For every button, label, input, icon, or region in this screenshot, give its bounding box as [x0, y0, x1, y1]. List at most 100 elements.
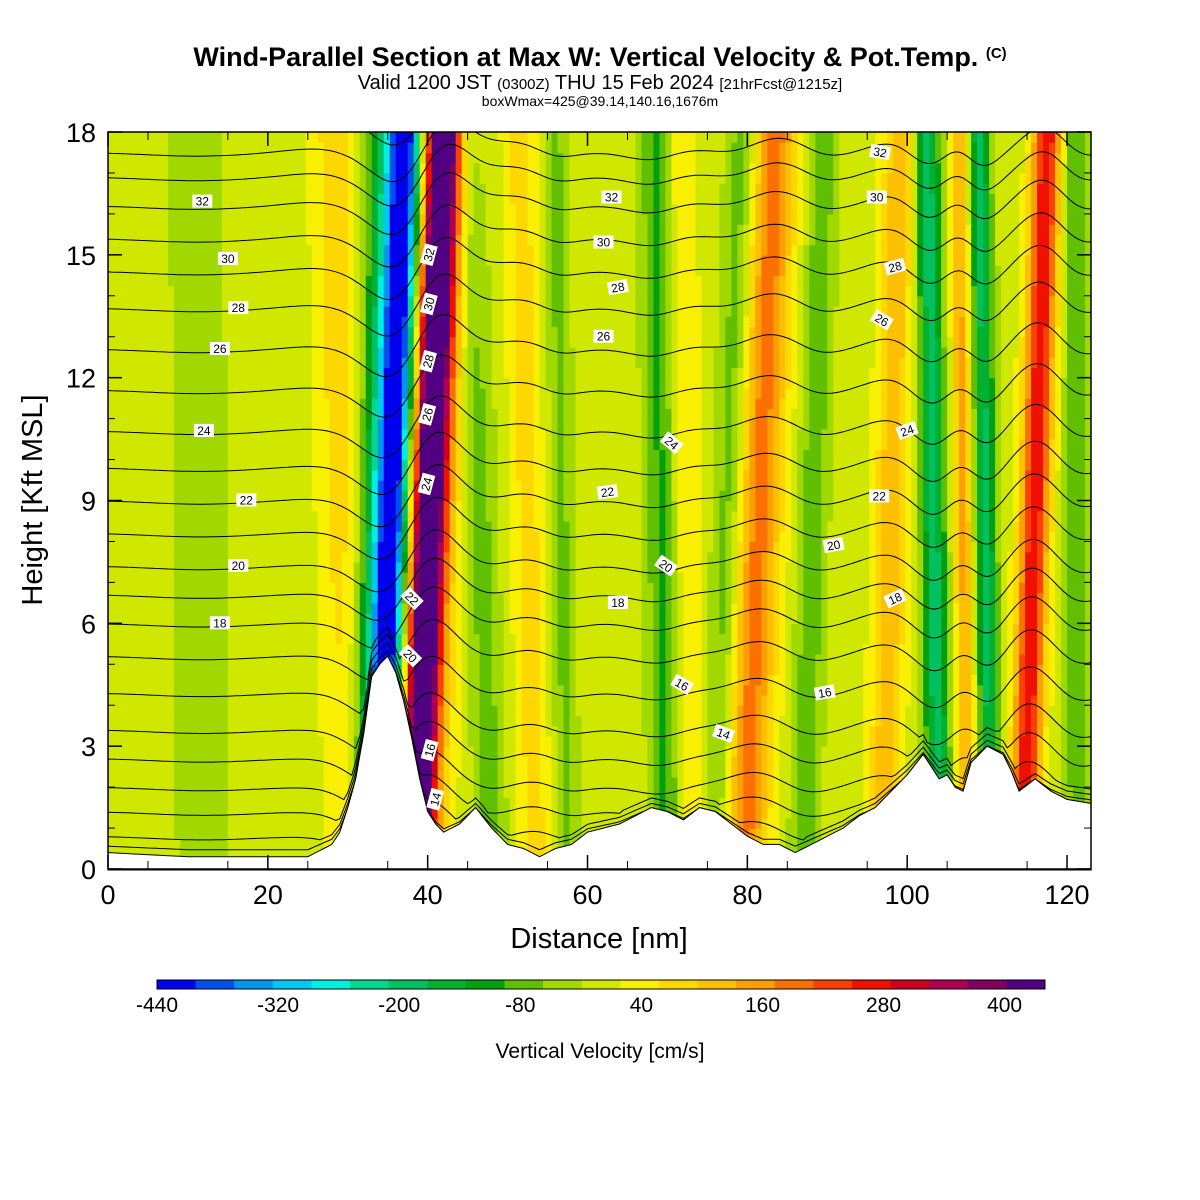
w-cell: [1049, 480, 1056, 491]
w-cell: [1043, 602, 1050, 614]
w-cell: [407, 295, 415, 307]
w-cell: [509, 602, 523, 614]
w-cell: [455, 572, 463, 583]
w-cell: [671, 377, 679, 389]
w-cell: [1037, 336, 1044, 348]
w-cell: [761, 807, 768, 819]
w-cell: [983, 633, 990, 645]
w-cell: [791, 428, 798, 440]
w-cell: [791, 265, 798, 276]
w-cell: [557, 664, 571, 676]
w-cell: [791, 439, 798, 450]
w-cell: [545, 654, 553, 665]
w-cell: [1055, 418, 1062, 430]
w-cell: [923, 275, 936, 287]
w-cell: [755, 807, 762, 819]
w-cell: [1085, 469, 1091, 481]
w-cell: [1001, 602, 1008, 614]
w-cell: [395, 490, 403, 502]
w-cell: [725, 694, 732, 706]
w-cell: [173, 377, 229, 389]
w-cell: [743, 377, 750, 389]
w-cell: [563, 367, 577, 379]
w-cell: [497, 551, 511, 563]
w-cell: [1055, 684, 1062, 696]
w-cell: [503, 715, 517, 727]
w-cell: [461, 367, 469, 379]
w-cell: [731, 817, 738, 829]
w-cell: [713, 367, 726, 379]
w-cell: [557, 510, 565, 522]
w-cell: [791, 541, 798, 553]
w-cell: [1019, 285, 1026, 297]
w-cell: [521, 510, 535, 522]
w-cell: [455, 367, 463, 379]
w-cell: [539, 316, 547, 328]
w-cell: [791, 694, 798, 706]
w-cell: [827, 715, 864, 727]
w-cell: [563, 428, 577, 440]
w-cell: [941, 643, 948, 655]
w-cell: [953, 520, 960, 532]
w-cell: [911, 316, 918, 328]
w-cell: [797, 531, 804, 543]
w-cell: [1085, 285, 1091, 297]
w-cell: [1001, 428, 1014, 440]
w-cell: [365, 295, 373, 307]
w-cell: [365, 480, 373, 491]
w-cell: [413, 674, 433, 686]
w-cell: [485, 398, 493, 409]
w-cell: [323, 367, 349, 379]
w-cell: [701, 787, 708, 798]
w-cell: [545, 684, 553, 696]
w-cell: [407, 664, 415, 676]
w-cell: [833, 469, 870, 481]
w-cell: [761, 715, 768, 727]
w-cell: [347, 715, 355, 727]
w-cell: [971, 418, 978, 430]
w-cell: [311, 459, 331, 471]
w-cell: [929, 326, 936, 338]
w-cell: [959, 387, 966, 399]
w-cell: [335, 602, 343, 614]
w-cell: [779, 592, 786, 604]
w-cell: [311, 387, 325, 399]
w-cell: [977, 684, 984, 696]
w-cell: [749, 582, 762, 594]
w-cell: [419, 449, 445, 461]
w-cell: [953, 336, 960, 348]
w-cell: [557, 623, 571, 635]
w-cell: [461, 654, 469, 665]
w-cell: [731, 295, 738, 307]
w-cell: [575, 643, 643, 655]
w-cell: [707, 613, 720, 624]
w-cell: [761, 306, 774, 317]
w-cell: [539, 295, 547, 307]
w-cell: [347, 735, 355, 747]
w-cell: [941, 428, 948, 440]
w-cell: [749, 623, 762, 635]
w-cell: [755, 787, 762, 798]
w-cell: [1049, 510, 1056, 522]
w-cell: [899, 684, 912, 696]
w-cell: [173, 326, 223, 338]
w-cell: [569, 572, 577, 583]
w-cell: [887, 306, 906, 317]
w-cell: [1049, 623, 1056, 635]
w-cell: [1037, 735, 1044, 747]
w-cell: [665, 705, 673, 717]
w-cell: [509, 398, 517, 409]
w-cell: [989, 398, 996, 409]
w-cell: [371, 633, 379, 645]
w-cell: [797, 828, 816, 839]
w-cell: [743, 776, 756, 788]
w-cell: [743, 469, 750, 481]
w-cell: [749, 541, 768, 553]
w-cell: [1013, 725, 1020, 737]
w-cell: [911, 408, 918, 420]
w-cell: [353, 469, 361, 481]
w-cell: [1067, 275, 1086, 287]
w-cell: [515, 265, 535, 276]
w-cell: [563, 408, 577, 420]
w-cell: [1061, 346, 1068, 358]
